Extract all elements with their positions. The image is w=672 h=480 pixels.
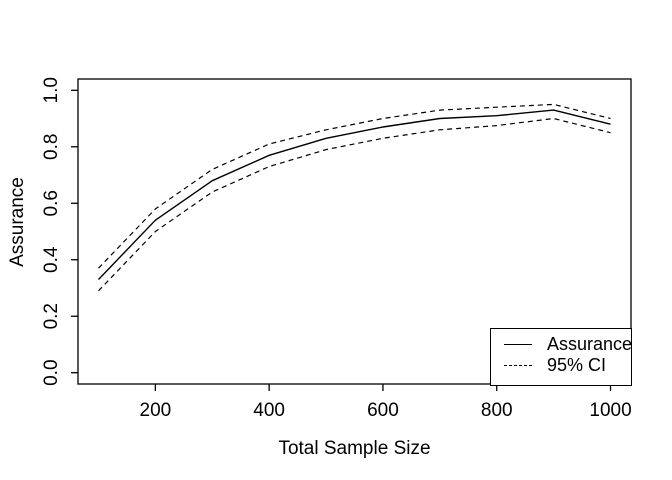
y-axis-title: Assurance xyxy=(7,177,28,267)
assurance-line xyxy=(97,109,611,280)
x-tick-label: 1000 xyxy=(589,400,631,421)
x-tick-label: 200 xyxy=(140,400,172,421)
legend-label-assurance: Assurance xyxy=(547,334,633,354)
y-tick-label: 0.6 xyxy=(41,190,62,216)
ci-lower-line xyxy=(98,117,611,292)
y-tick-label: 0.2 xyxy=(41,303,62,329)
y-tick-label: 0.4 xyxy=(41,246,62,273)
solid-line-icon xyxy=(504,344,532,345)
x-tick-label: 800 xyxy=(481,400,513,421)
x-axis-title: Total Sample Size xyxy=(278,438,431,459)
x-tick-label: 400 xyxy=(253,400,285,421)
dashed-line-icon xyxy=(504,365,532,366)
legend-entry-assurance: Assurance xyxy=(491,334,633,355)
legend-entry-ci: 95% CI xyxy=(491,355,631,376)
plot-border xyxy=(77,78,632,385)
x-tick-label: 600 xyxy=(367,400,399,421)
y-tick-label: 1.0 xyxy=(41,77,62,103)
legend-box: Assurance 95% CI xyxy=(490,328,632,386)
y-tick-label: 0.0 xyxy=(41,359,62,385)
legend-label-ci: 95% CI xyxy=(547,355,607,375)
y-tick-label: 0.8 xyxy=(41,134,62,160)
ci-upper-line xyxy=(98,103,611,269)
